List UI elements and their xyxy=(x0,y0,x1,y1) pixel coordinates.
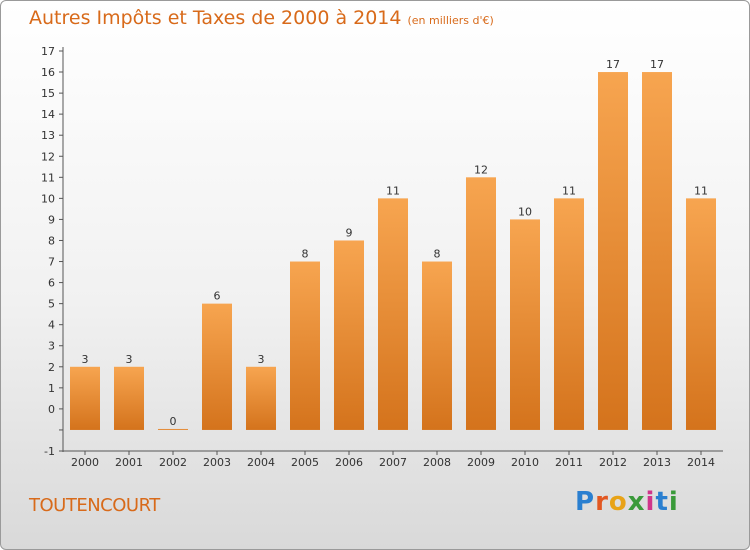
bar-2005 xyxy=(290,261,320,430)
logo-letter: r xyxy=(595,487,609,517)
y-tick-label: 17 xyxy=(41,45,55,58)
y-tick-label: 0 xyxy=(48,403,55,416)
bar-2007 xyxy=(378,198,408,430)
x-tick-label: 2004 xyxy=(247,456,275,469)
value-labels: 3 3 0 6 3 8 9 11 8 12 10 11 17 17 11 xyxy=(82,58,709,428)
x-tick-label: 2013 xyxy=(643,456,671,469)
bar-2013 xyxy=(642,72,672,430)
value-label: 17 xyxy=(650,58,664,71)
bar-2003 xyxy=(202,303,232,430)
logo-letter: P xyxy=(575,487,596,517)
y-tick-label: 7 xyxy=(48,256,55,269)
value-label: 0 xyxy=(170,415,177,428)
value-label: 3 xyxy=(258,353,265,366)
chart-title: Autres Impôts et Taxes de 2000 à 2014 (en… xyxy=(29,7,494,29)
y-tick-label: 11 xyxy=(41,171,55,184)
value-label: 17 xyxy=(606,58,620,71)
bar-2006 xyxy=(334,240,364,430)
bar-2014 xyxy=(686,198,716,430)
y-tick-label: 6 xyxy=(48,277,55,290)
bar-2001 xyxy=(114,366,144,430)
value-label: 6 xyxy=(214,290,221,303)
value-label: 11 xyxy=(562,184,576,197)
x-tick-labels: 2000 2001 2002 2003 2004 2005 2006 2007 2008 2009… xyxy=(71,451,715,469)
y-tick-label: 9 xyxy=(48,213,55,226)
value-label: 10 xyxy=(518,205,532,218)
value-label: 8 xyxy=(302,248,309,261)
bar-2004 xyxy=(246,366,276,430)
proxiti-logo: Proxiti xyxy=(575,487,679,517)
y-tick-label: 3 xyxy=(48,340,55,353)
x-tick-label: 2014 xyxy=(687,456,715,469)
y-tick-label: 1 xyxy=(48,382,55,395)
x-tick-label: 2001 xyxy=(115,456,143,469)
bar-2008 xyxy=(422,261,452,430)
x-tick-label: 2008 xyxy=(423,456,451,469)
y-tick-label: 2 xyxy=(48,361,55,374)
bar-2011 xyxy=(554,198,584,430)
commune-name: TOUTENCOURT xyxy=(29,495,160,516)
bar-2000 xyxy=(70,366,100,430)
y-tick-label: 5 xyxy=(48,298,55,311)
value-label: 3 xyxy=(82,353,89,366)
bar-2009 xyxy=(466,177,496,430)
x-tick-label: 2006 xyxy=(335,456,363,469)
bar-2002 xyxy=(158,428,188,430)
x-tick-label: 2000 xyxy=(71,456,99,469)
y-tick-label: -1 xyxy=(44,445,55,458)
x-tick-label: 2003 xyxy=(203,456,231,469)
y-tick-label: 10 xyxy=(41,192,55,205)
title-text: Autres Impôts et Taxes de 2000 à 2014 xyxy=(29,7,402,29)
y-tick-label: 4 xyxy=(48,319,55,332)
value-label: 12 xyxy=(474,163,488,176)
x-tick-label: 2009 xyxy=(467,456,495,469)
logo-letter: o xyxy=(608,487,628,517)
value-label: 11 xyxy=(694,184,708,197)
logo-letter: i xyxy=(668,487,679,517)
x-tick-label: 2011 xyxy=(555,456,583,469)
y-tick-label: 15 xyxy=(41,87,55,100)
logo-letter: x xyxy=(627,487,646,517)
y-tick-label: 13 xyxy=(41,129,55,142)
logo-letter: t xyxy=(655,487,669,517)
value-label: 11 xyxy=(386,184,400,197)
x-tick-label: 2007 xyxy=(379,456,407,469)
x-tick-label: 2002 xyxy=(159,456,187,469)
value-label: 8 xyxy=(434,248,441,261)
y-tick-label: 12 xyxy=(41,150,55,163)
title-unit: (en milliers d'€) xyxy=(407,14,494,27)
y-tick-label: 8 xyxy=(48,234,55,247)
x-tick-label: 2012 xyxy=(599,456,627,469)
value-label: 3 xyxy=(126,353,133,366)
y-tick-label: 16 xyxy=(41,66,55,79)
x-tick-label: 2005 xyxy=(291,456,319,469)
x-tick-label: 2010 xyxy=(511,456,539,469)
bar-2012 xyxy=(598,72,628,430)
y-tick-label: 14 xyxy=(41,108,55,121)
bars xyxy=(70,72,716,430)
bar-2010 xyxy=(510,219,540,430)
value-label: 9 xyxy=(346,226,353,239)
logo-letter: i xyxy=(645,487,656,517)
